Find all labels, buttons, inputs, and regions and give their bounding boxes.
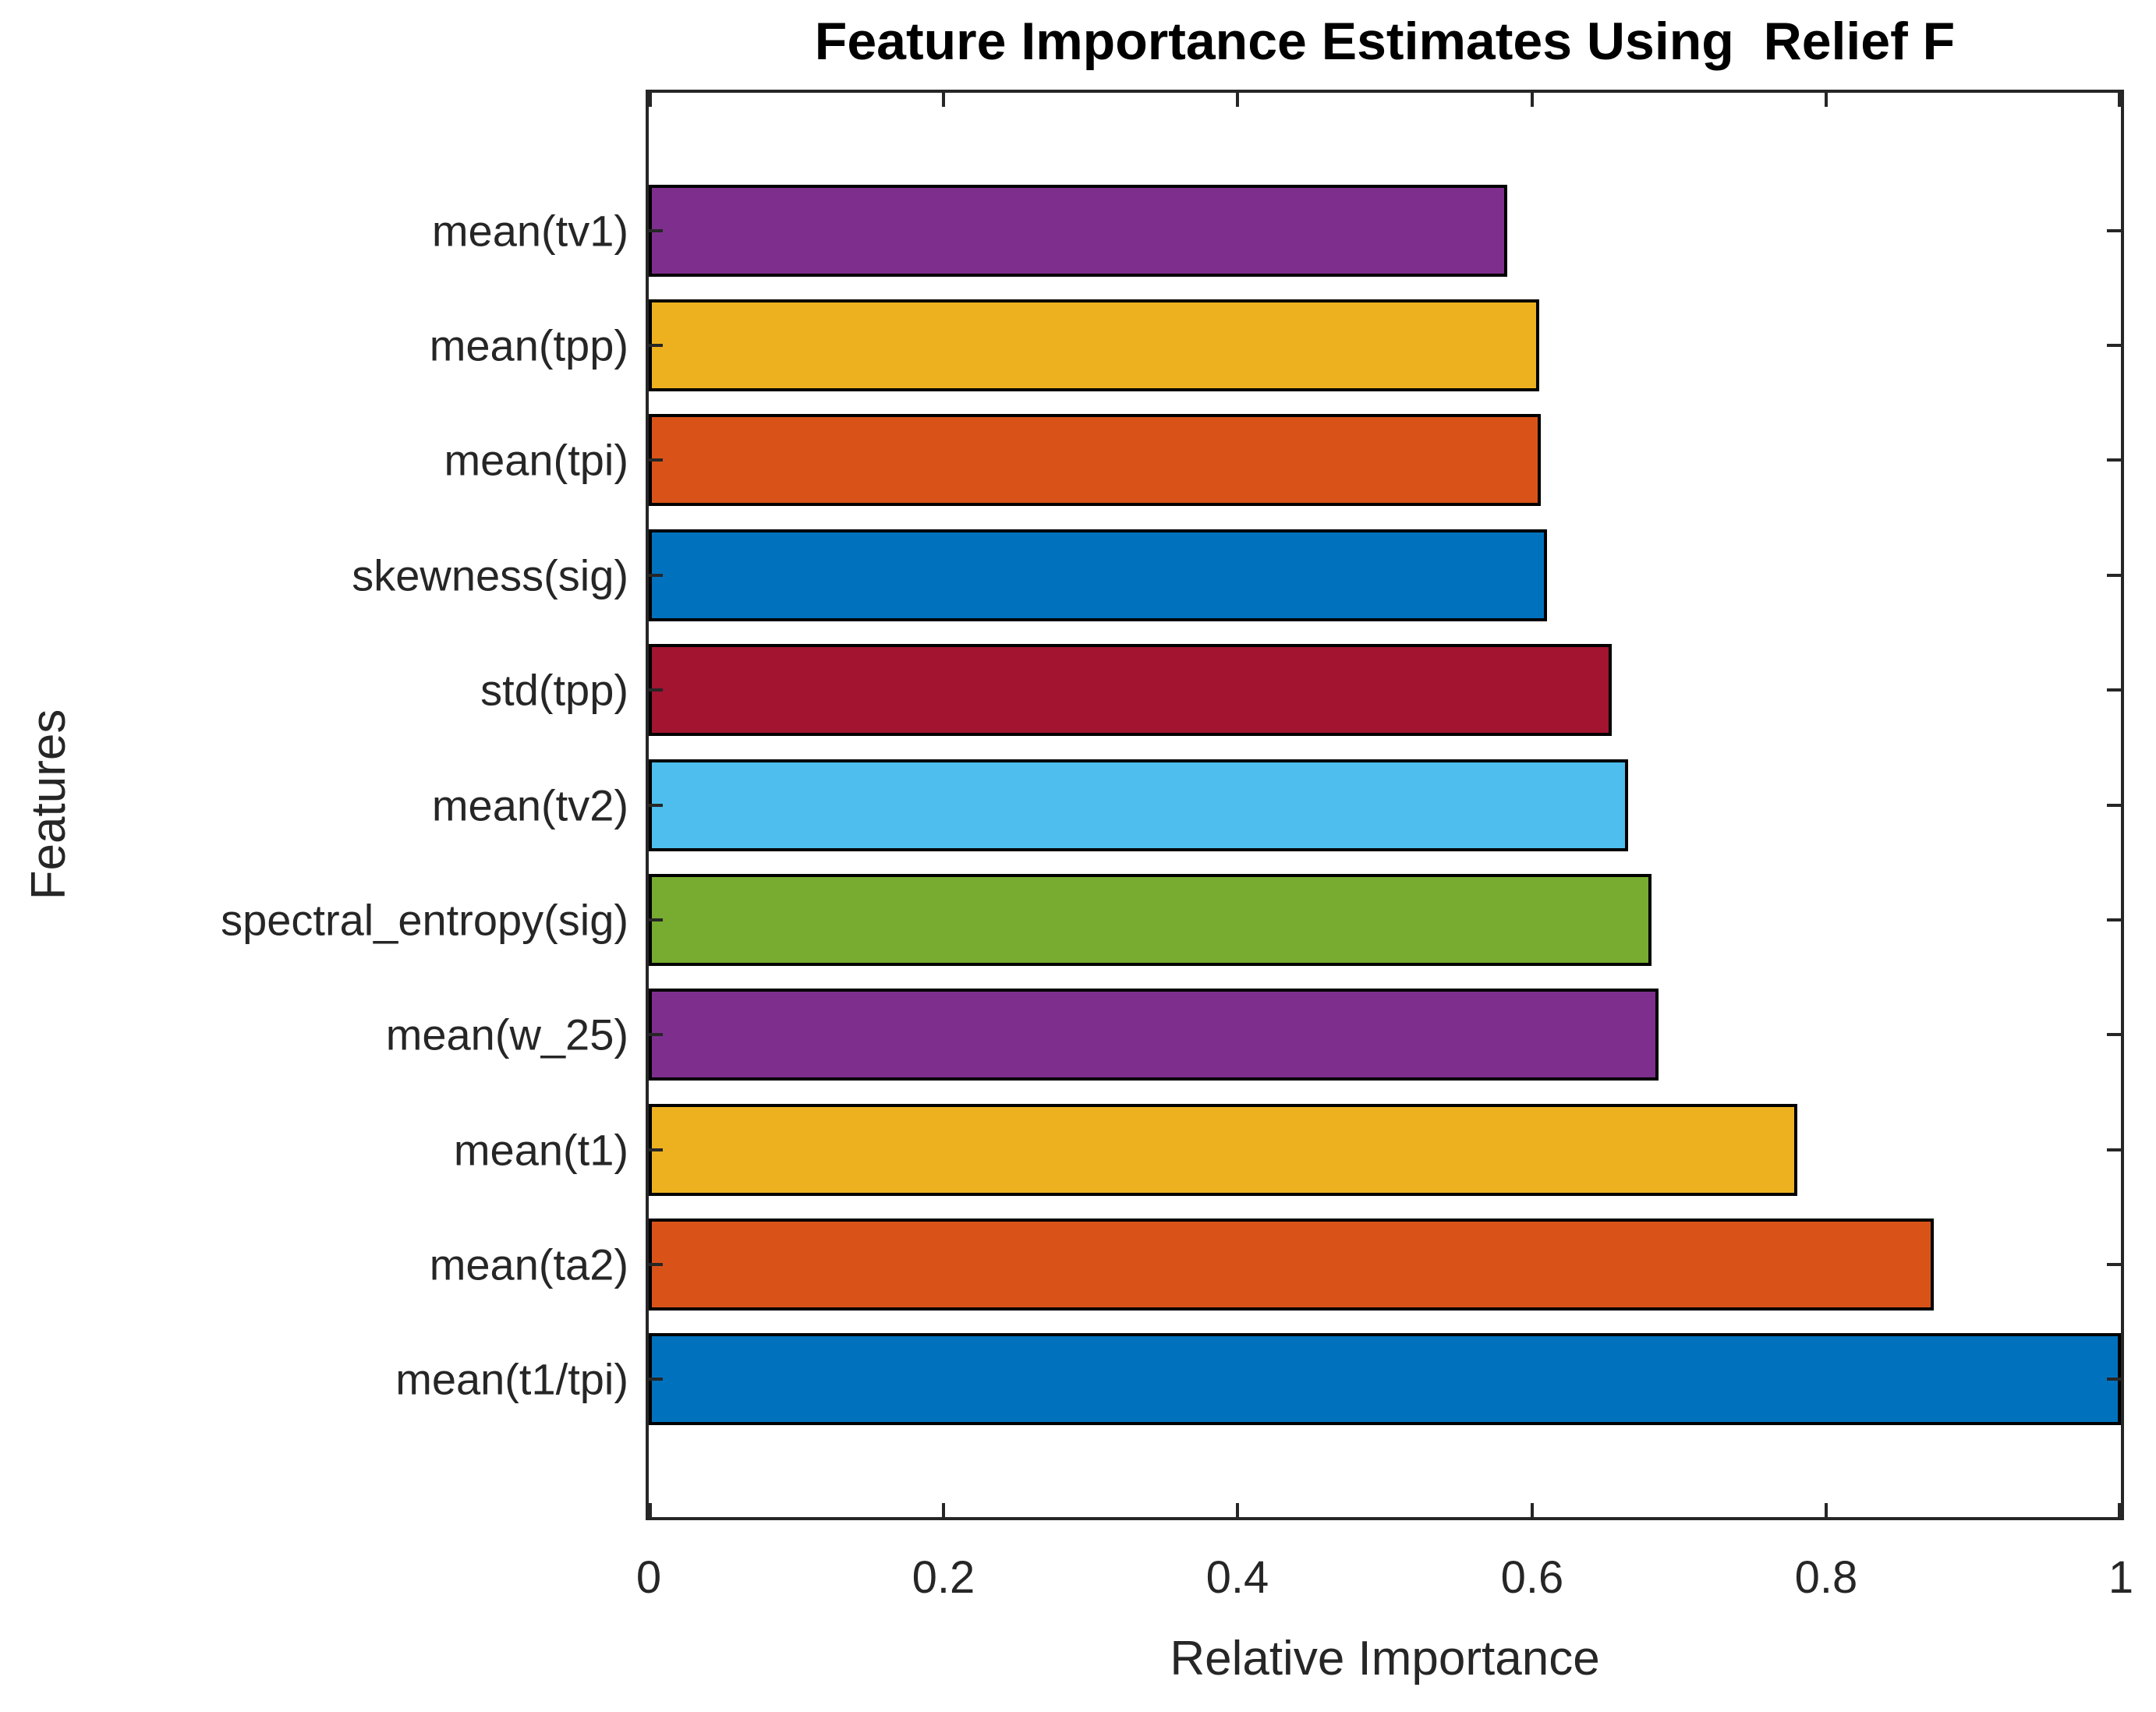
bar-mean-ta2 — [649, 1219, 1934, 1311]
bar-mean-tv1 — [649, 185, 1507, 277]
x-tick — [1531, 1503, 1534, 1517]
x-tick — [2118, 93, 2121, 107]
y-tick — [649, 804, 663, 807]
y-tick — [649, 918, 663, 921]
y-tick-label: mean(tv2) — [431, 780, 628, 830]
y-tick — [649, 229, 663, 232]
y-tick — [649, 574, 663, 577]
x-tick — [1531, 93, 1534, 107]
y-tick — [649, 1378, 663, 1381]
x-tick-label: 0.6 — [1500, 1552, 1564, 1603]
x-tick-label: 0.8 — [1794, 1552, 1858, 1603]
y-tick-label: mean(ta2) — [429, 1240, 628, 1289]
bar-mean-w-25 — [649, 989, 1659, 1081]
x-tick — [1236, 1503, 1239, 1517]
y-tick-labels: mean(tv1) mean(tpp) mean(tpi) skewness(sig)… — [0, 93, 628, 1517]
x-tick-label: 0 — [635, 1552, 662, 1603]
x-tick — [1825, 93, 1828, 107]
y-tick — [2107, 458, 2121, 462]
y-tick-label: spectral_entropy(sig) — [221, 895, 628, 945]
y-tick-label: skewness(sig) — [352, 550, 628, 600]
plot-area — [646, 90, 2124, 1520]
y-tick-label: mean(t1/tpi) — [395, 1354, 628, 1404]
y-tick-label: mean(t1) — [453, 1125, 628, 1175]
bar-mean-tpi — [649, 414, 1541, 506]
bar-mean-tpp — [649, 299, 1539, 391]
y-tick — [2107, 574, 2121, 577]
y-tick — [2107, 1033, 2121, 1036]
y-tick-label: std(tpp) — [480, 665, 628, 715]
x-tick — [1825, 1503, 1828, 1517]
y-tick — [649, 1263, 663, 1266]
x-tick — [2118, 1503, 2121, 1517]
bar-std-tpp — [649, 644, 1612, 736]
y-tick — [649, 1033, 663, 1036]
y-tick — [2107, 918, 2121, 921]
bar-skewness-sig — [649, 529, 1547, 621]
x-tick-label: 0.2 — [912, 1552, 975, 1603]
y-tick — [649, 688, 663, 692]
y-tick-label: mean(tpp) — [429, 320, 628, 370]
y-tick — [649, 344, 663, 347]
y-tick — [2107, 344, 2121, 347]
bar-mean-t1-tpi — [649, 1333, 2121, 1425]
y-tick-label: mean(w_25) — [385, 1010, 628, 1059]
y-tick-label: mean(tpi) — [444, 435, 628, 485]
x-tick-labels: 0 0.2 0.4 0.6 0.8 1 — [636, 1551, 2133, 1606]
y-tick — [649, 458, 663, 462]
bar-mean-tv2 — [649, 759, 1628, 851]
bar-spectral-entropy-sig — [649, 874, 1652, 966]
x-tick — [649, 1503, 652, 1517]
y-tick — [2107, 1148, 2121, 1151]
x-tick — [649, 93, 652, 107]
x-axis-label: Relative Importance — [1170, 1632, 1600, 1685]
y-tick-label: mean(tv1) — [431, 206, 628, 256]
x-tick-label: 1 — [2108, 1552, 2134, 1603]
y-tick — [2107, 1263, 2121, 1266]
chart-title: Feature Importance Estimates Using Relie… — [814, 12, 1956, 71]
y-tick — [2107, 1378, 2121, 1381]
x-tick — [942, 1503, 945, 1517]
bar-mean-t1 — [649, 1104, 1797, 1196]
x-tick-label: 0.4 — [1205, 1552, 1269, 1603]
x-tick — [1236, 93, 1239, 107]
y-tick — [2107, 804, 2121, 807]
y-tick — [649, 1148, 663, 1151]
y-tick — [2107, 229, 2121, 232]
y-tick — [2107, 688, 2121, 692]
x-tick — [942, 93, 945, 107]
